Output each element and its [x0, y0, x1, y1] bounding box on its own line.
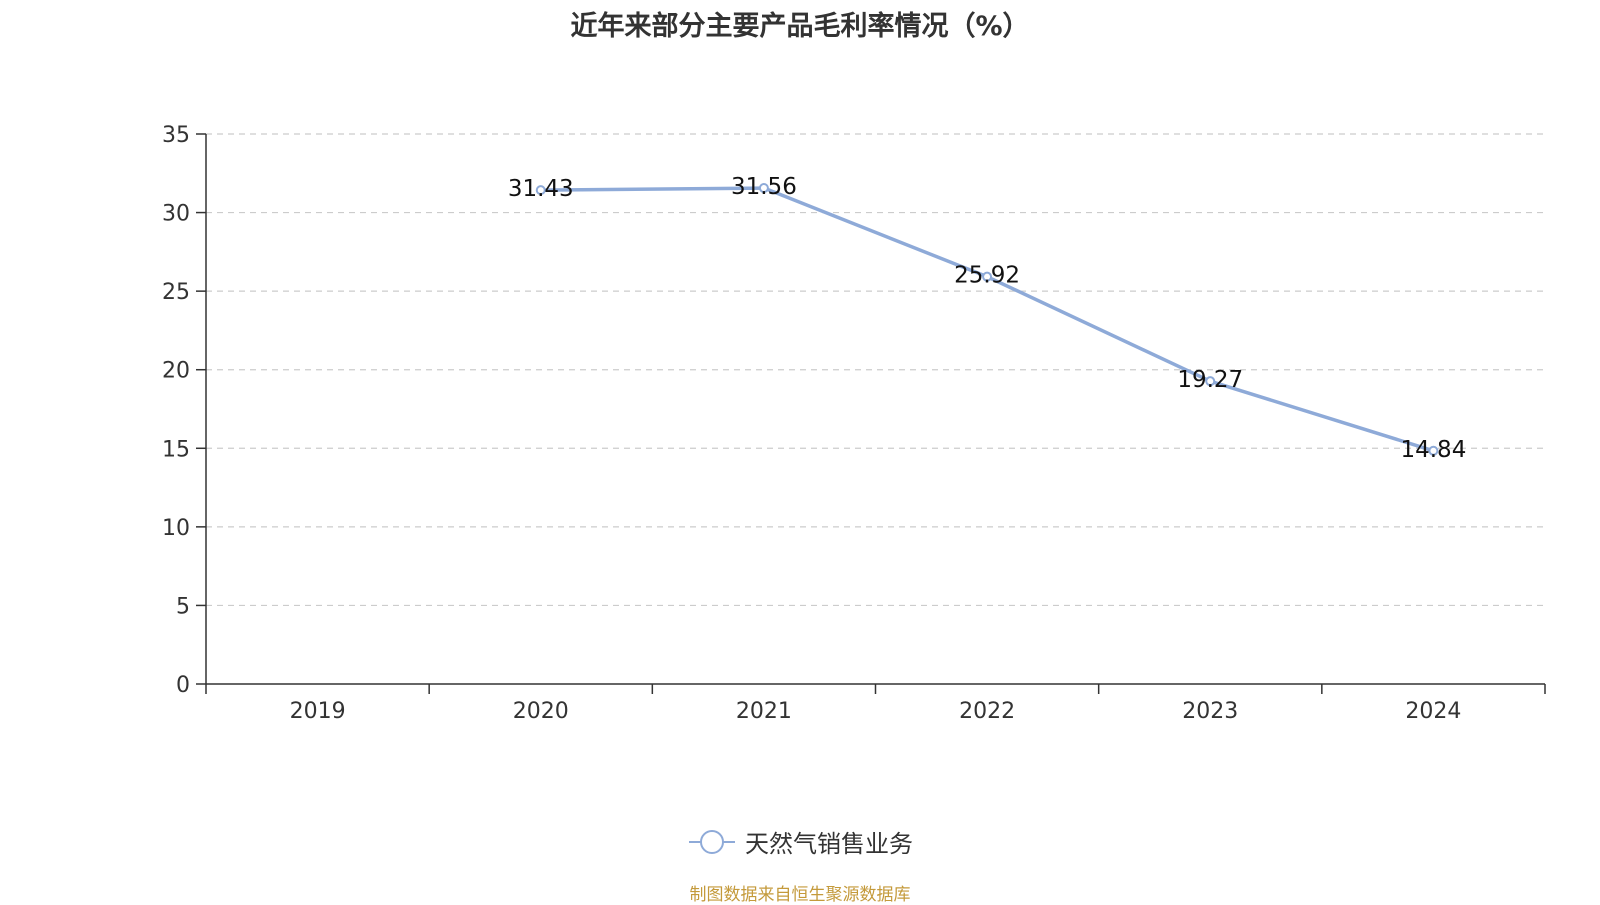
series-line	[539, 186, 1436, 453]
x-tick-label: 2021	[736, 699, 792, 724]
y-tick-label: 35	[162, 123, 190, 148]
data-point	[1205, 376, 1216, 387]
data-point	[982, 271, 993, 282]
y-tick-label: 20	[162, 359, 190, 384]
y-tick-label: 5	[176, 594, 190, 619]
legend-label: 天然气销售业务	[745, 830, 913, 858]
data-label: 25.92	[954, 263, 1020, 289]
y-tick-label: 25	[162, 280, 190, 305]
data-label: 31.56	[731, 174, 797, 200]
grid-layer	[206, 133, 1545, 607]
source-note: 制图数据来自恒生聚源数据库	[689, 885, 911, 905]
data-point	[1428, 445, 1439, 456]
y-tick-label: 30	[162, 202, 190, 227]
data-point	[758, 183, 769, 194]
data-label: 19.27	[1177, 367, 1243, 393]
x-tick-label: 2024	[1405, 699, 1461, 724]
data-labels: 31.43 31.56 25.92 19.27 14.84	[508, 174, 1467, 463]
x-tick-label: 2020	[513, 699, 569, 724]
series-layer	[535, 183, 1439, 456]
legend-line-marker-icon	[689, 829, 735, 854]
legend: 天然气销售业务	[0, 824, 1600, 859]
y-tick-label: 15	[162, 437, 190, 462]
legend-item-series[interactable]: 天然气销售业务	[687, 824, 913, 859]
x-tick-label: 2019	[290, 699, 346, 724]
data-label: 31.43	[508, 176, 574, 202]
data-label: 14.84	[1400, 437, 1466, 463]
axes: 0 5 10 15 20 25 30 35 2019 2020 2021 2022 2023 2024	[162, 123, 1546, 724]
chart-title: 近年来部分主要产品毛利率情况（%）	[570, 11, 1030, 42]
y-tick-label: 0	[176, 673, 190, 698]
x-tick-label: 2023	[1182, 699, 1238, 724]
data-point	[535, 185, 546, 196]
y-tick-label: 10	[162, 516, 190, 541]
x-tick-label: 2022	[959, 699, 1015, 724]
